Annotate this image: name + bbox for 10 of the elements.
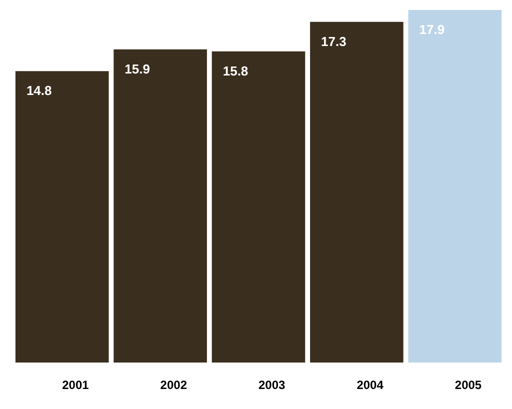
data-label: 17.3 <box>321 34 346 49</box>
x-tick-label: 2005 <box>454 378 482 392</box>
x-tick-label: 2002 <box>160 378 188 392</box>
x-tick-label: 2003 <box>258 378 286 392</box>
data-label: 14.8 <box>26 83 52 98</box>
data-label: 15.9 <box>124 61 150 76</box>
data-label: 17.9 <box>419 22 445 38</box>
data-label: 15.8 <box>222 63 248 78</box>
x-tick-label: 2001 <box>62 378 90 392</box>
x-tick-label: 2004 <box>356 378 384 392</box>
